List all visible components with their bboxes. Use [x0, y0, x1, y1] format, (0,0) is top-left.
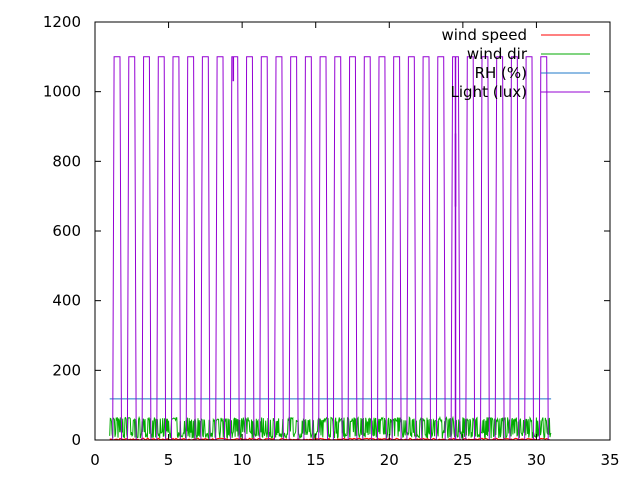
x-tick-label: 15 — [306, 451, 325, 469]
y-tick-label: 400 — [52, 292, 81, 310]
y-tick-label: 1200 — [43, 13, 81, 31]
axis-ticks: 0 5 10 15 20 25 30 35 0 200 400 600 800 1000 1200 — [43, 13, 620, 469]
y-tick-label: 1000 — [43, 83, 81, 101]
x-tick-label: 5 — [164, 451, 174, 469]
series-line — [109, 56, 552, 441]
legend-label: wind speed — [441, 26, 527, 44]
x-tick-label: 20 — [380, 451, 399, 469]
x-tick-label: 10 — [233, 451, 252, 469]
y-tick-label: 200 — [52, 361, 81, 379]
series-line — [109, 415, 552, 441]
y-tick-label: 0 — [71, 431, 81, 449]
legend-label: RH (%) — [475, 64, 527, 82]
series-line — [109, 437, 550, 441]
legend-label: Light (lux) — [451, 83, 527, 101]
x-tick-label: 35 — [600, 451, 619, 469]
x-tick-label: 0 — [90, 451, 100, 469]
legend-label: wind dir — [467, 45, 528, 63]
plot-area — [109, 56, 552, 441]
y-tick-label: 800 — [52, 152, 81, 170]
y-tick-label: 600 — [52, 222, 81, 240]
x-tick-label: 30 — [527, 451, 546, 469]
x-tick-label: 25 — [453, 451, 472, 469]
